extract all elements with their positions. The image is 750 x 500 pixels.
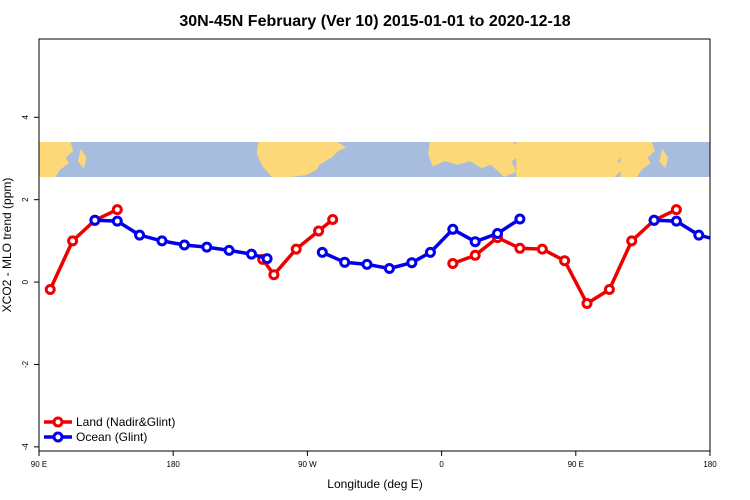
world-map-band [39, 142, 710, 178]
data-point [670, 204, 682, 216]
data-point [559, 255, 571, 267]
legend-entry-label: Land (Nadir&Glint) [76, 415, 175, 429]
data-point [313, 225, 325, 237]
map-land-asia-wrap [620, 142, 655, 177]
series-line-0-0 [48, 208, 119, 291]
series-line-1-0 [94, 218, 268, 261]
series-line-1-2 [654, 218, 710, 240]
map-land-europe [428, 142, 524, 177]
data-point [447, 258, 459, 269]
data-point [156, 235, 168, 247]
x-axis: 90 E 180 90 W 0 90 E 180 [31, 451, 717, 469]
data-point [134, 229, 146, 241]
series-line-1-1 [321, 217, 521, 271]
x-tick-label: 0 [439, 460, 444, 469]
x-tick-label: 90 E [31, 460, 47, 469]
data-point [469, 236, 481, 248]
data-point [290, 243, 302, 255]
y-tick-label: 2 [21, 197, 30, 202]
data-point [536, 243, 548, 255]
data-point [268, 269, 280, 281]
data-point [693, 229, 705, 241]
map-land-north-america [256, 142, 347, 177]
data-point [469, 249, 481, 261]
legend-swatch-marker [52, 416, 64, 428]
data-point [111, 215, 123, 227]
legend: Land (Nadir&Glint)Ocean (Glint) [44, 415, 175, 444]
plot-frame [38, 38, 711, 452]
data-point [406, 257, 418, 269]
data-point [178, 239, 190, 251]
data-point [717, 237, 725, 245]
data-point [492, 228, 503, 239]
x-tick-label: 180 [703, 460, 717, 469]
data-point [316, 246, 328, 258]
y-axis: -4 -2 0 2 4 [21, 115, 39, 451]
y-axis-label: XCO2 - MLO trend (ppm) [0, 178, 14, 313]
data-point [246, 248, 257, 260]
chart-title: 30N-45N February (Ver 10) 2015-01-01 to … [179, 13, 570, 30]
data-point [261, 253, 273, 265]
y-tick-label: -2 [21, 360, 30, 368]
data-point [648, 214, 660, 226]
data-point [327, 214, 339, 225]
map-land [39, 142, 669, 177]
y-tick-label: 4 [21, 115, 30, 120]
x-tick-label: 180 [167, 460, 181, 469]
data-point [383, 263, 395, 274]
map-land-japan-wrap [659, 149, 669, 169]
data-point [603, 284, 615, 295]
data-point [361, 258, 373, 270]
series-0 [44, 204, 682, 309]
legend-swatch-marker [52, 431, 64, 443]
data-point [89, 214, 101, 226]
data-point [111, 204, 123, 216]
data-point [514, 213, 526, 225]
y-tick-label: -4 [21, 443, 30, 451]
data-point [201, 241, 213, 253]
y-tick-label: 0 [21, 279, 30, 284]
x-tick-label: 90 E [568, 460, 584, 469]
map-land-asia [39, 142, 74, 177]
map-land-japan [77, 149, 87, 169]
series-1 [89, 213, 725, 274]
x-tick-label: 90 W [298, 460, 317, 469]
series-layer [44, 204, 725, 309]
data-point [223, 244, 235, 256]
legend-entry-label: Ocean (Glint) [76, 430, 147, 444]
data-point [67, 235, 79, 247]
data-point [424, 246, 436, 258]
data-point [514, 242, 526, 254]
data-point [626, 235, 638, 247]
x-axis-label: Longitude (deg E) [327, 477, 422, 491]
data-point [44, 284, 56, 295]
map-land-asia-east [516, 142, 625, 177]
data-point [339, 256, 351, 268]
data-point [581, 298, 593, 309]
data-point [447, 223, 459, 235]
data-point [670, 215, 682, 227]
